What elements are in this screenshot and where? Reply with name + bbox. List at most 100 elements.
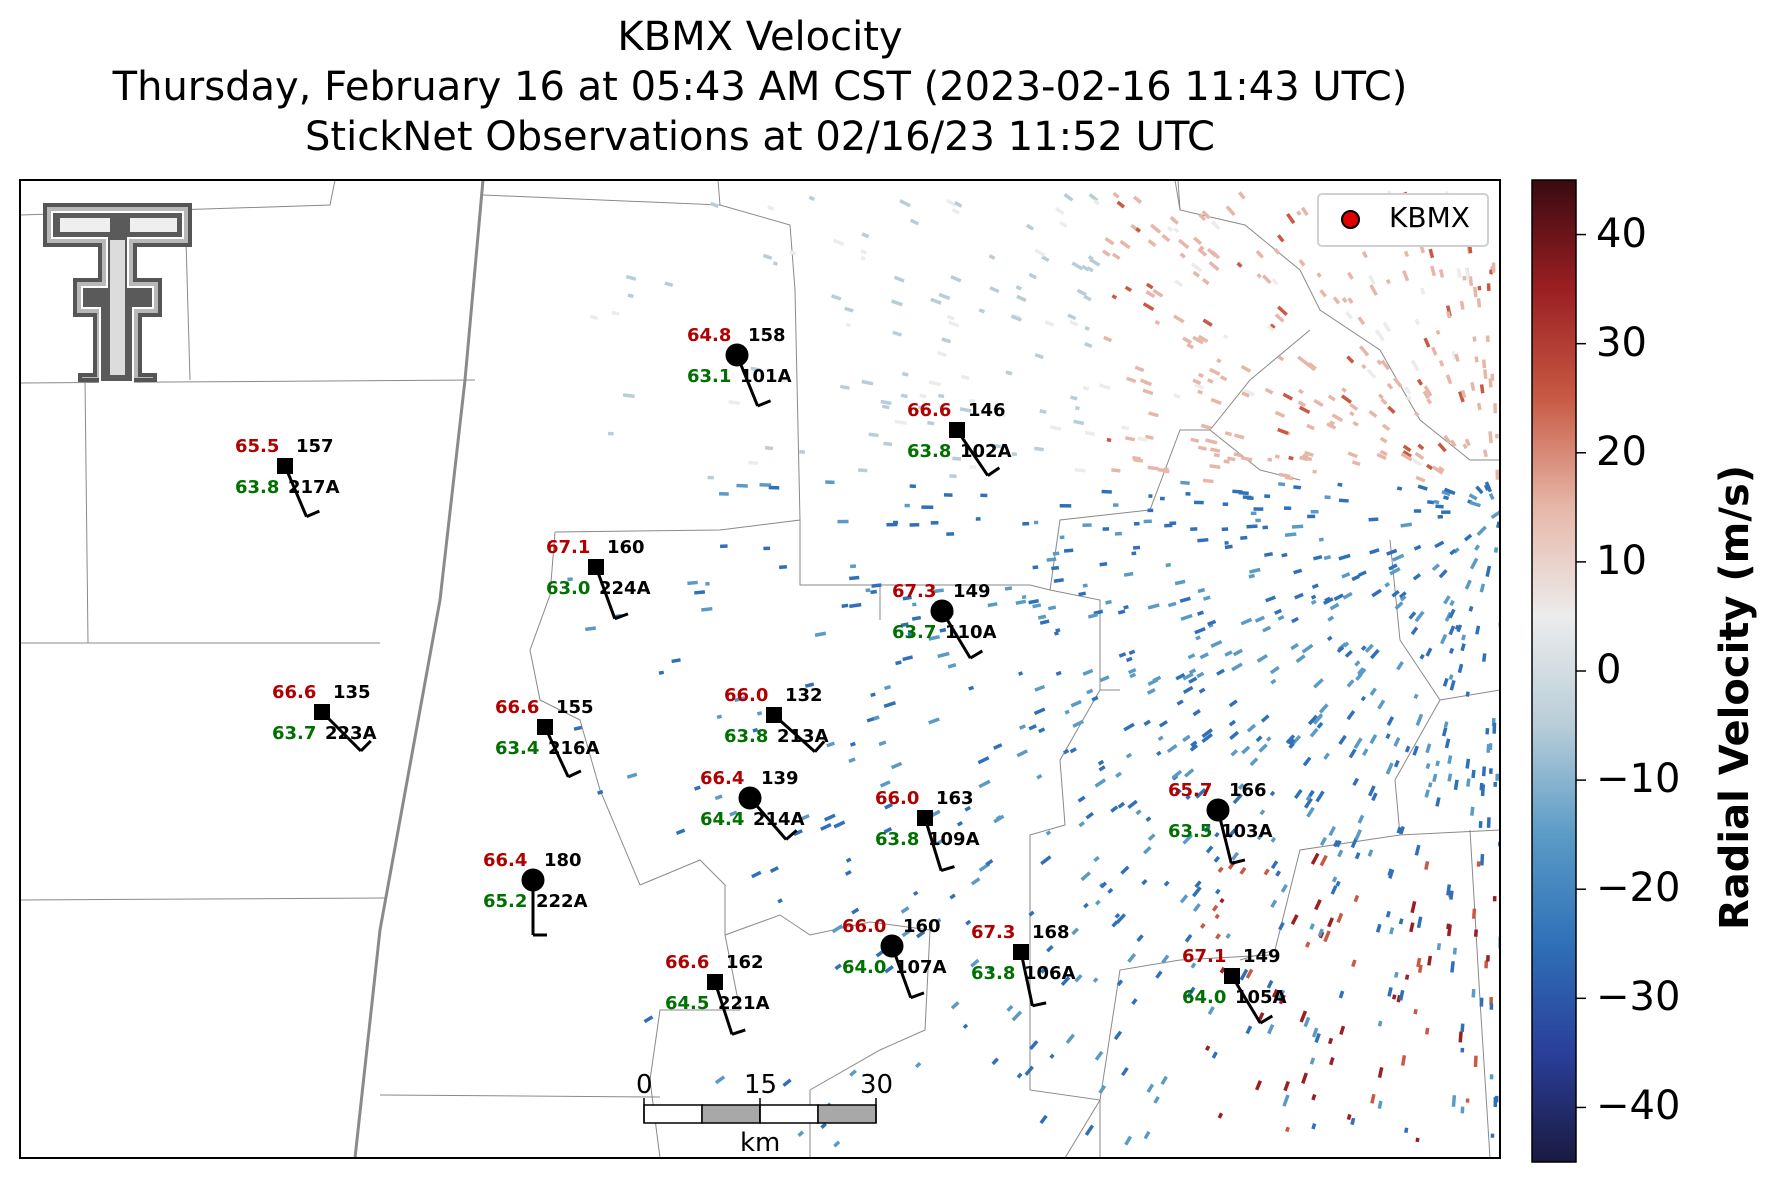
station-marker-square: [917, 810, 933, 826]
station-dewpoint: 63.4: [495, 738, 539, 759]
station-id: 107A: [895, 957, 947, 978]
station-224a[interactable]: 67.1 160 63.0 224A: [546, 537, 651, 621]
station-id: 223A: [325, 723, 377, 744]
wind-barb-flag: [1032, 1001, 1047, 1008]
station-temperature: 67.1: [546, 537, 590, 558]
colorbar-tick-label: 30: [1596, 319, 1647, 366]
colorbar-tick-label: 40: [1596, 210, 1647, 257]
station-dewpoint: 63.8: [971, 963, 1015, 984]
station-dewpoint: 63.1: [687, 366, 731, 387]
colorbar-tick-label: 10: [1596, 537, 1647, 584]
station-temperature: 64.8: [687, 325, 731, 346]
texas-tech-double-t-logo: [43, 203, 192, 383]
station-id: 222A: [536, 891, 588, 912]
station-dewpoint: 64.0: [1182, 987, 1226, 1008]
station-wind-direction: 149: [953, 581, 991, 602]
station-223a[interactable]: 66.6 135 63.7 223A: [272, 682, 377, 752]
colorbar-tick-label: −20: [1596, 865, 1681, 912]
state-boundary: [353, 180, 485, 1158]
station-216a[interactable]: 66.6 155 63.4 216A: [495, 697, 600, 779]
sticknet-stations: 64.8 158 63.1 101A 66.6 146 63.8 102A 65.5 157 63.…: [235, 325, 1287, 1036]
station-222a[interactable]: 66.4 180 65.2 222A: [483, 850, 588, 937]
station-dewpoint: 65.2: [483, 891, 527, 912]
colorbar-tick-label: −30: [1596, 974, 1681, 1021]
station-marker-circle: [725, 343, 749, 367]
station-101a[interactable]: 64.8 158 63.1 101A: [687, 325, 792, 408]
station-213a[interactable]: 66.0 132 63.8 213A: [724, 685, 829, 753]
wind-barb-flag: [940, 865, 955, 873]
station-marker-circle: [930, 599, 954, 623]
station-temperature: 67.3: [892, 581, 936, 602]
station-dewpoint: 63.8: [907, 441, 951, 462]
station-103a[interactable]: 65.7 166 63.5 103A: [1168, 780, 1273, 865]
station-dewpoint: 63.0: [546, 578, 590, 599]
station-dewpoint: 63.7: [892, 622, 936, 643]
station-105a[interactable]: 67.1 149 64.0 105A: [1182, 946, 1287, 1025]
station-wind-direction: 132: [785, 685, 823, 706]
station-dewpoint: 64.0: [842, 957, 886, 978]
station-marker-square: [707, 974, 723, 990]
station-dewpoint: 64.5: [665, 993, 709, 1014]
figure-title: KBMX Velocity: [617, 14, 903, 60]
wind-barb-flag: [757, 399, 772, 408]
station-marker-square: [588, 559, 604, 575]
station-wind-direction: 160: [903, 916, 941, 937]
station-107a[interactable]: 66.0 160 64.0 107A: [842, 916, 947, 1000]
scale-bar: [643, 1098, 877, 1124]
station-wind-direction: 139: [761, 768, 799, 789]
station-temperature: 66.4: [700, 768, 744, 789]
colorbar-tick-label: −40: [1596, 1083, 1681, 1130]
station-temperature: 67.1: [1182, 946, 1226, 967]
station-marker-square: [949, 422, 965, 438]
colorbar: [1531, 179, 1586, 1163]
station-221a[interactable]: 66.6 162 64.5 221A: [665, 952, 770, 1036]
station-102a[interactable]: 66.6 146 63.8 102A: [907, 400, 1012, 477]
station-marker-square: [766, 707, 782, 723]
wind-barb-staff: [283, 465, 308, 518]
station-wind-direction: 149: [1243, 946, 1281, 967]
station-106a[interactable]: 67.3 168 63.8 106A: [971, 922, 1076, 1008]
wind-barb-staff: [543, 726, 570, 778]
wind-barb-staff: [923, 817, 943, 872]
station-110a[interactable]: 67.3 149 63.7 110A: [892, 581, 997, 660]
scale-label-30: 30: [860, 1070, 894, 1100]
station-wind-direction: 166: [1229, 780, 1267, 801]
station-marker-square: [537, 719, 553, 735]
station-id: 110A: [945, 622, 997, 643]
station-217a[interactable]: 65.5 157 63.8 217A: [235, 436, 340, 519]
station-id: 103A: [1221, 821, 1273, 842]
map-frame: [19, 179, 1501, 1159]
station-temperature: 65.5: [235, 436, 279, 457]
station-wind-direction: 135: [333, 682, 371, 703]
scale-unit: km: [740, 1128, 781, 1158]
station-marker-circle: [521, 868, 545, 892]
station-id: 221A: [718, 993, 770, 1014]
station-id: 214A: [753, 809, 805, 830]
radar-velocity-returns: [567, 190, 1500, 1148]
station-id: 217A: [288, 477, 340, 498]
station-dewpoint: 63.7: [272, 723, 316, 744]
colorbar-tick-label: 0: [1596, 647, 1622, 693]
scale-label-0: 0: [636, 1070, 653, 1100]
scale-label-15: 15: [744, 1070, 778, 1100]
station-id: 216A: [548, 738, 600, 759]
station-dewpoint: 63.8: [235, 477, 279, 498]
station-dewpoint: 63.8: [724, 726, 768, 747]
wind-barb-flag: [785, 829, 798, 841]
station-marker-circle: [738, 786, 762, 810]
station-marker-square: [1013, 944, 1029, 960]
station-109a[interactable]: 66.0 163 63.8 109A: [875, 788, 980, 873]
station-temperature: 66.6: [907, 400, 951, 421]
wind-barb-flag: [969, 649, 984, 660]
wind-barb-flag: [305, 509, 320, 519]
station-marker-circle: [880, 934, 904, 958]
station-id: 109A: [928, 829, 980, 850]
wind-barb-flag: [910, 991, 925, 1000]
station-marker-square: [277, 458, 293, 474]
colorbar-tick-label: 20: [1596, 428, 1647, 475]
wind-barb-flag: [1259, 1014, 1274, 1025]
county-boundaries: [20, 180, 1500, 1158]
station-214a[interactable]: 66.4 139 64.4 214A: [700, 768, 805, 841]
station-temperature: 66.6: [665, 952, 709, 973]
